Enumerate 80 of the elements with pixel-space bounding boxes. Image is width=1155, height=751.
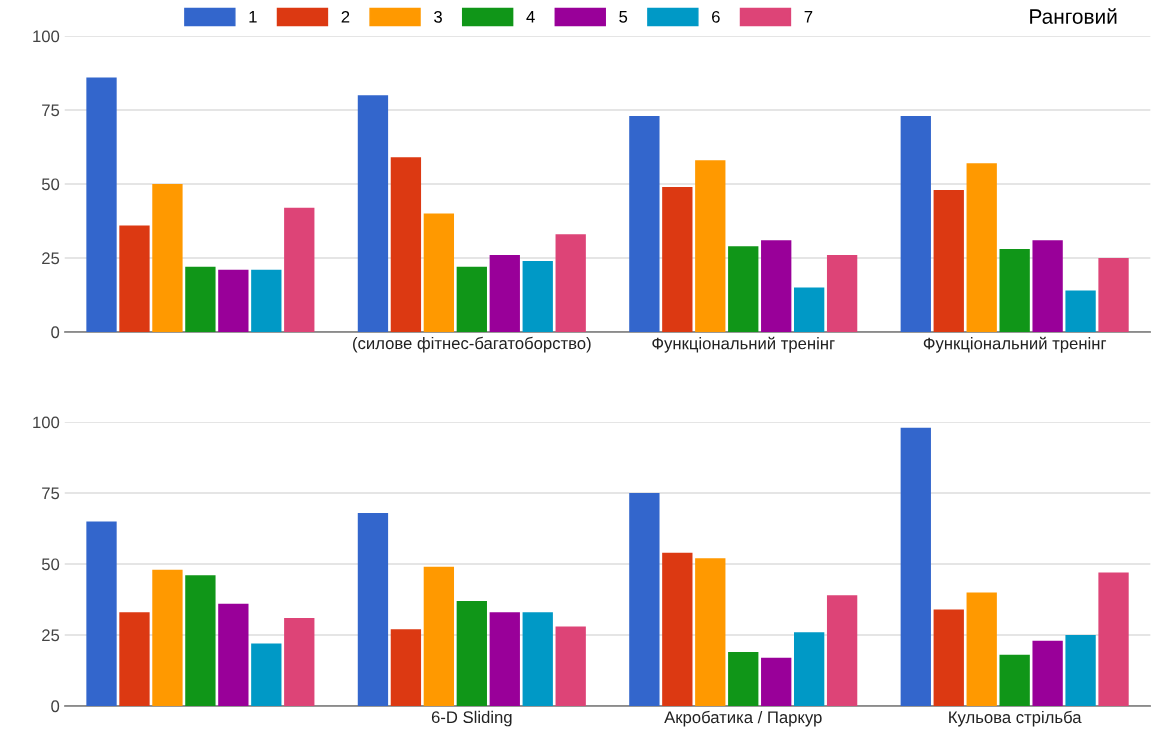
y-tick-label: 50: [41, 178, 60, 191]
bar: [218, 603, 249, 706]
bar: [185, 266, 216, 332]
y-tick-label: 75: [42, 104, 60, 117]
bar: [152, 569, 183, 706]
bar: [662, 552, 693, 706]
bar: [152, 184, 183, 332]
legend-label: 5: [619, 11, 628, 23]
legend-label: 6: [712, 10, 720, 23]
bar: [218, 269, 249, 332]
legend-label: 2: [341, 10, 350, 23]
bar: [695, 558, 726, 706]
bar: [119, 612, 150, 706]
bar: [662, 186, 693, 332]
bar: [728, 246, 759, 332]
bar: [522, 260, 553, 332]
bar: [826, 595, 858, 706]
bar: [357, 95, 389, 332]
bar: [999, 654, 1030, 706]
bar: [761, 657, 792, 706]
bar: [423, 213, 455, 332]
bar: [423, 566, 455, 706]
bar: [456, 266, 487, 332]
bar: [966, 163, 997, 332]
x-tick-label: Кульова стрільба: [949, 710, 1082, 727]
y-tick-label: 25: [42, 629, 60, 642]
bar: [86, 77, 117, 332]
bar: [555, 626, 586, 706]
bar: [119, 225, 150, 332]
bar: [966, 592, 997, 706]
y-tick-label: 100: [33, 30, 60, 43]
bar: [185, 575, 216, 706]
bar: [794, 287, 825, 332]
bar: [1032, 640, 1063, 706]
legend-label: 7: [804, 11, 813, 23]
bar: [1065, 290, 1096, 332]
y-tick-label: 0: [51, 326, 60, 339]
bar: [933, 609, 964, 706]
bar: [728, 652, 759, 706]
bar: [794, 632, 825, 706]
y-tick-label: 0: [51, 700, 60, 713]
bar: [1032, 240, 1063, 332]
bar: [695, 160, 726, 332]
bar: [86, 521, 117, 706]
bar: [251, 643, 282, 706]
bar: [629, 493, 660, 706]
x-tick-label: Акробатика / Паркур: [664, 710, 822, 727]
bar: [284, 207, 315, 332]
legend-label: 3: [434, 10, 442, 23]
x-tick-label: 6-D Sliding: [431, 710, 512, 727]
bar: [1098, 257, 1129, 332]
x-tick-label: Функціональний тренінг: [652, 336, 835, 353]
bar: [522, 612, 553, 706]
x-tick-label: (силове фітнес-багатоборство): [353, 336, 591, 353]
bar: [933, 189, 964, 332]
bar: [1098, 572, 1129, 706]
bar: [900, 115, 931, 332]
bar: [456, 600, 487, 706]
bar: [284, 617, 315, 706]
bar: [489, 255, 520, 332]
y-tick-label: 100: [33, 416, 60, 429]
bar: [826, 255, 858, 332]
bar: [900, 427, 931, 706]
bar: [390, 629, 422, 706]
bar: [999, 249, 1030, 332]
bar: [761, 240, 792, 332]
y-tick-label: 50: [41, 558, 60, 571]
bar: [390, 157, 422, 332]
y-tick-label: 25: [42, 252, 60, 265]
y-tick-label: 75: [42, 487, 60, 500]
text: Ранговий: [1030, 8, 1117, 24]
legend-label: 1: [249, 11, 257, 23]
bar: [489, 612, 520, 706]
bar: [251, 269, 282, 332]
legend-label: 4: [526, 11, 535, 23]
bar: [1065, 634, 1096, 706]
bar: [357, 512, 389, 706]
bar: [629, 115, 660, 332]
x-tick-label: Функціональний тренінг: [923, 336, 1107, 353]
bar: [555, 234, 586, 332]
